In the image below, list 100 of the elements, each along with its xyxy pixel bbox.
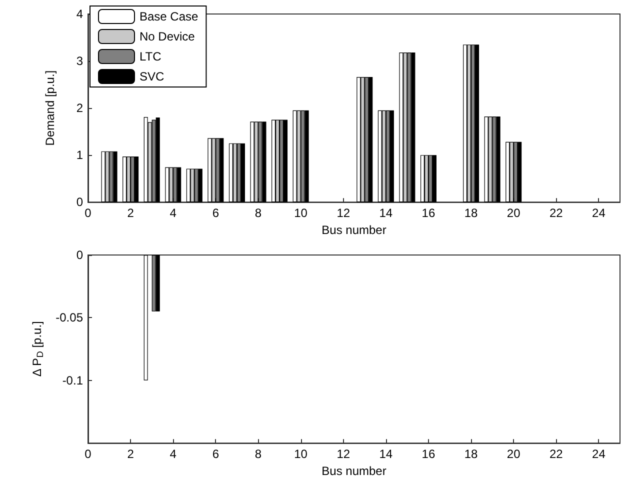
x-tick-label: 6 [212,206,220,220]
x-tick-label: 4 [170,206,177,220]
bar [492,116,496,202]
y-tick-label: -0.05 [56,310,84,325]
bar [228,143,233,202]
bar [113,151,118,202]
bar [364,77,369,202]
bar [169,167,174,202]
bar [109,151,114,202]
bar [198,168,202,202]
y-axis-title: Δ PD [p.u.] [30,321,46,377]
bar [220,138,224,202]
bar [130,156,135,202]
bar [101,151,106,202]
x-tick-label: 16 [422,206,436,220]
bar [292,110,297,202]
bar [432,155,436,202]
legend-label: LTC [140,50,162,64]
bar [506,142,510,202]
x-tick-label: 20 [506,206,521,220]
bar [296,110,301,202]
x-axis-title: Bus number [322,223,386,237]
x-tick-label: 22 [549,206,564,220]
bar [194,168,198,202]
bar [152,120,156,202]
x-tick-label: 24 [592,447,606,462]
x-tick-label: 18 [464,206,478,220]
x-tick-label: 8 [254,206,262,220]
y-tick-label: 0 [76,248,84,262]
bar [368,77,373,202]
bar [165,167,170,202]
bar [232,143,237,202]
legend-label: SVC [140,70,165,84]
x-tick-label: 18 [464,447,478,462]
bar [390,110,394,202]
bar [144,116,148,202]
x-tick-label: 10 [294,206,308,220]
bar [399,52,404,202]
bar [471,44,476,202]
bar [126,156,131,202]
bar [186,168,190,202]
y-tick-label: 3 [76,54,84,68]
bar [420,155,424,202]
bar [240,143,245,202]
bar [208,138,212,202]
x-axis-title: Bus number [322,464,386,478]
x-tick-label: 20 [506,447,521,462]
bar [216,138,220,202]
bar [411,52,416,202]
y-tick-label: 2 [76,101,84,116]
bar [514,142,518,202]
bar [407,52,412,202]
bar [496,116,500,202]
bar [463,44,468,202]
bar [134,156,139,202]
bar [424,155,428,202]
bar [190,168,194,202]
x-tick-label: 4 [170,447,177,462]
bar [360,77,365,202]
bar [356,77,361,202]
x-tick-label: 8 [254,447,262,462]
bar [156,117,160,202]
bar [212,138,216,202]
bar [428,155,432,202]
x-tick-label: 10 [294,447,308,462]
bar [386,110,390,202]
bar [105,151,110,202]
bar [510,142,514,202]
bar [403,52,408,202]
x-tick-label: 2 [127,447,134,462]
bar [284,120,288,202]
bar [250,122,254,202]
bar [300,110,305,202]
x-tick-label: 14 [379,447,393,462]
y-axis-title: Demand [p.u.] [43,70,57,146]
legend-label: No Device [140,30,196,44]
x-tick-label: 24 [592,206,606,220]
bar [173,167,178,202]
bar [236,143,241,202]
bar [254,122,258,202]
x-tick-label: 12 [336,206,350,220]
bar [488,116,492,202]
y-tick-label: 1 [76,148,84,162]
legend-label: Base Case [140,10,199,24]
bar [378,110,382,202]
x-tick-label: 6 [212,447,220,462]
bar [382,110,386,202]
bar [484,116,488,202]
bar [280,120,284,202]
bar [475,44,480,202]
y-tick-label: 0 [76,195,84,210]
y-tick-label: -0.1 [62,373,84,388]
bar [518,142,522,202]
bar [467,44,472,202]
bar [262,122,266,202]
bar [177,167,182,202]
bar [276,120,280,202]
x-tick-label: 14 [379,206,393,220]
x-tick-label: 16 [422,447,436,462]
bar [258,122,262,202]
